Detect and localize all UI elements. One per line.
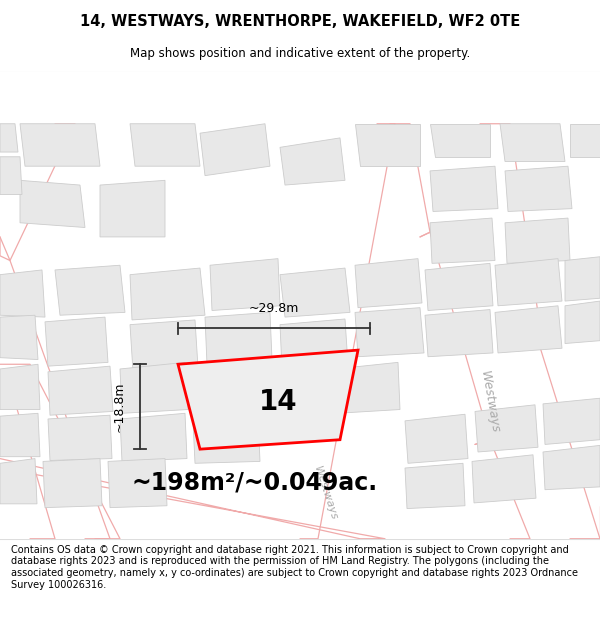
Polygon shape (0, 157, 22, 194)
Polygon shape (280, 319, 348, 369)
Polygon shape (45, 317, 108, 366)
Polygon shape (120, 362, 188, 413)
Polygon shape (43, 459, 102, 508)
Text: ~198m²/~0.049ac.: ~198m²/~0.049ac. (132, 470, 378, 494)
Polygon shape (430, 218, 495, 263)
Polygon shape (108, 459, 167, 508)
Polygon shape (355, 124, 420, 166)
Polygon shape (0, 315, 38, 359)
Text: ~18.8m: ~18.8m (113, 381, 126, 432)
Polygon shape (265, 362, 330, 413)
Polygon shape (205, 312, 272, 364)
Text: ~29.8m: ~29.8m (249, 302, 299, 315)
Polygon shape (505, 218, 570, 263)
Polygon shape (178, 350, 358, 449)
Polygon shape (20, 124, 100, 166)
Polygon shape (48, 415, 112, 461)
Polygon shape (355, 259, 422, 308)
Polygon shape (20, 181, 85, 228)
Polygon shape (0, 364, 40, 409)
Polygon shape (565, 301, 600, 344)
Polygon shape (472, 455, 536, 503)
Polygon shape (405, 414, 468, 463)
Polygon shape (0, 124, 18, 152)
Text: Westways: Westways (311, 465, 338, 522)
Polygon shape (543, 398, 600, 444)
Polygon shape (543, 446, 600, 490)
Polygon shape (425, 309, 493, 357)
Polygon shape (425, 263, 493, 311)
Polygon shape (210, 259, 280, 311)
Polygon shape (405, 463, 465, 509)
Polygon shape (500, 124, 565, 161)
Polygon shape (355, 308, 424, 357)
Polygon shape (130, 268, 205, 320)
Polygon shape (48, 366, 113, 415)
Polygon shape (100, 181, 165, 237)
Polygon shape (0, 270, 45, 317)
Text: 14: 14 (259, 388, 298, 416)
Text: 14, WESTWAYS, WRENTHORPE, WAKEFIELD, WF2 0TE: 14, WESTWAYS, WRENTHORPE, WAKEFIELD, WF2… (80, 14, 520, 29)
Polygon shape (505, 166, 572, 211)
Polygon shape (120, 413, 187, 461)
Text: Contains OS data © Crown copyright and database right 2021. This information is : Contains OS data © Crown copyright and d… (11, 545, 578, 589)
Polygon shape (193, 416, 260, 463)
Polygon shape (193, 366, 260, 417)
Polygon shape (495, 306, 562, 353)
Polygon shape (565, 257, 600, 301)
Text: Westways: Westways (478, 370, 502, 434)
Polygon shape (430, 124, 490, 157)
Polygon shape (200, 124, 270, 176)
Polygon shape (0, 459, 37, 504)
Text: Map shows position and indicative extent of the property.: Map shows position and indicative extent… (130, 48, 470, 61)
Polygon shape (130, 320, 198, 372)
Polygon shape (430, 166, 498, 211)
Polygon shape (55, 265, 125, 315)
Polygon shape (280, 268, 350, 317)
Polygon shape (0, 413, 40, 457)
Polygon shape (495, 259, 562, 306)
Polygon shape (280, 138, 345, 185)
Polygon shape (475, 405, 538, 452)
Polygon shape (570, 124, 600, 157)
Polygon shape (130, 124, 200, 166)
Polygon shape (335, 362, 400, 413)
